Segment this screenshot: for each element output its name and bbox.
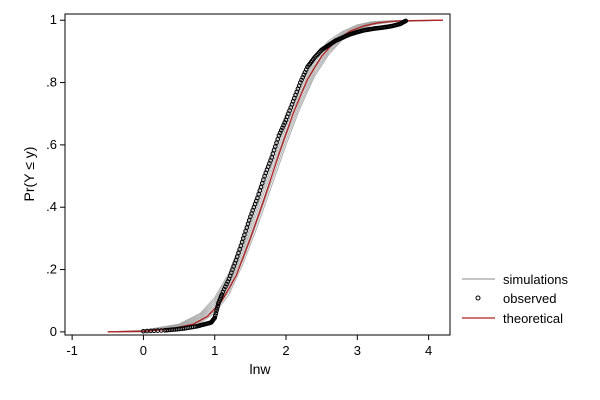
x-tick-label: 3 xyxy=(354,343,361,358)
observed-point xyxy=(213,313,218,318)
theoretical-line xyxy=(107,19,443,333)
legend-label-theoretical: theoretical xyxy=(503,311,563,326)
observed-point xyxy=(192,324,198,329)
observed-point xyxy=(214,306,220,311)
legend: simulations observed theoretical xyxy=(462,272,569,326)
simulation-line xyxy=(107,19,443,333)
observed-point xyxy=(215,303,220,309)
x-axis: -1 0 1 2 3 4 xyxy=(66,335,432,358)
y-tick-label: .4 xyxy=(46,199,57,214)
legend-label-observed: observed xyxy=(503,291,556,306)
simulation-line xyxy=(107,19,443,333)
y-axis: 0 .2 .4 .6 .8 1 xyxy=(46,12,65,339)
x-tick-label: 4 xyxy=(425,343,432,358)
legend-swatch-observed xyxy=(475,295,481,301)
x-tick-label: 1 xyxy=(211,343,218,358)
legend-label-simulations: simulations xyxy=(503,272,569,287)
observed-point xyxy=(280,125,285,131)
observed-point xyxy=(219,292,225,297)
observed-point xyxy=(212,315,217,321)
simulation-line xyxy=(107,19,443,333)
observed-point xyxy=(214,308,219,314)
y-tick-label: 0 xyxy=(50,324,57,339)
y-tick-label: .6 xyxy=(46,137,57,152)
x-tick-label: 0 xyxy=(140,343,147,358)
x-tick-label: -1 xyxy=(66,343,78,358)
y-tick-label: .2 xyxy=(46,262,57,277)
observed-point xyxy=(213,310,219,316)
observed-point xyxy=(403,18,409,24)
observed-points xyxy=(141,18,409,334)
y-tick-label: .8 xyxy=(46,75,57,90)
theoretical-line-group xyxy=(107,19,443,333)
y-axis-title: Pr(Y ≤ y) xyxy=(21,147,37,202)
x-tick-label: 2 xyxy=(282,343,289,358)
plot-area xyxy=(64,13,451,336)
x-axis-title: lnw xyxy=(249,361,271,377)
y-tick-label: 1 xyxy=(50,12,57,27)
observed-point xyxy=(300,75,306,80)
